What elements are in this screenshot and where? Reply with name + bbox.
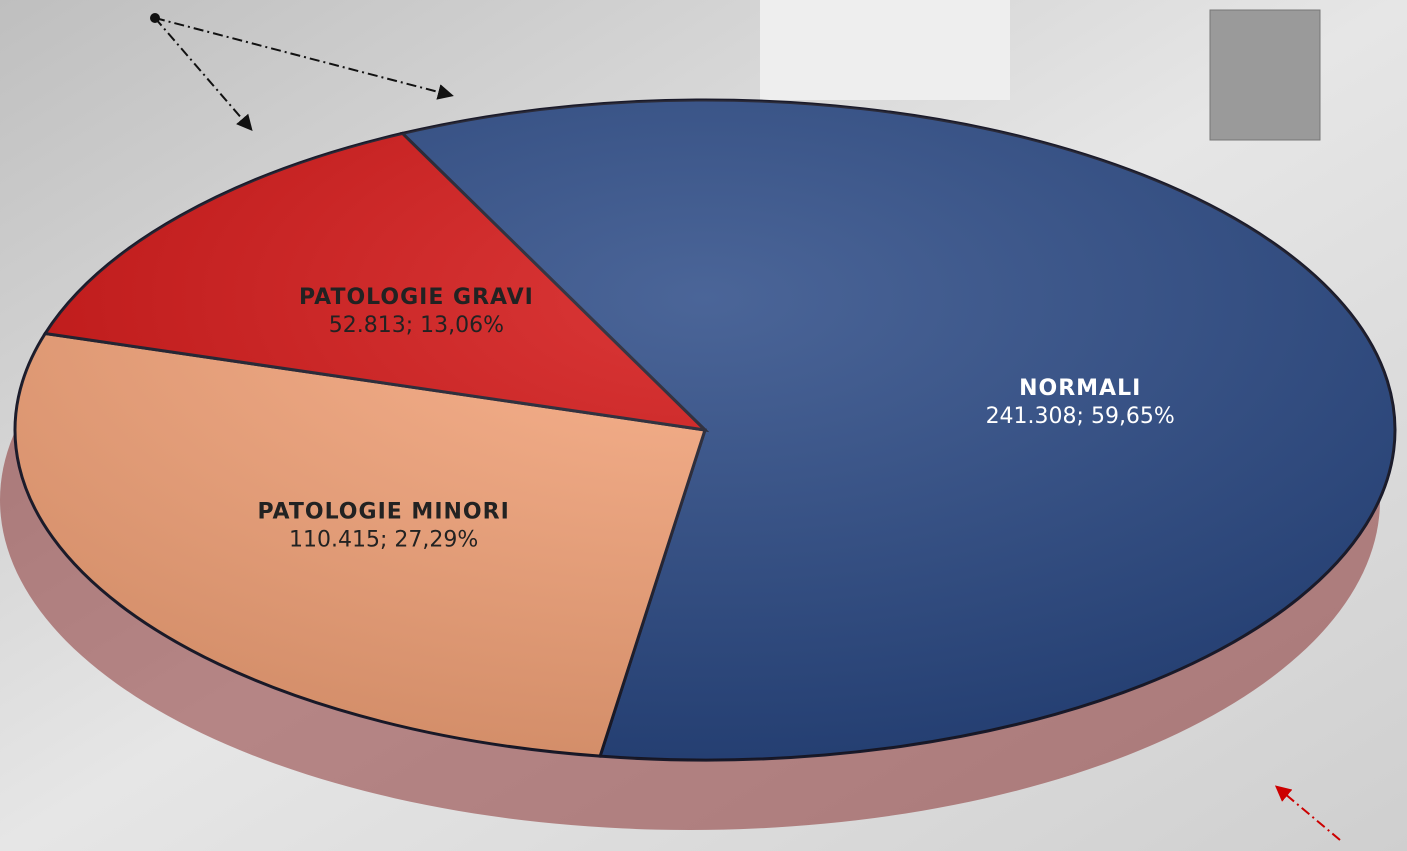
- decor-arrow: [1274, 785, 1341, 841]
- decor-arrow: [154, 17, 454, 100]
- slice-name: PATOLOGIE GRAVI: [299, 285, 534, 310]
- slice-name: PATOLOGIE MINORI: [257, 500, 509, 525]
- labels: NORMALI 241.308; 59,65% PATOLOGIE MINORI 11…: [257, 285, 1174, 552]
- pie: [13, 98, 1397, 762]
- slice-value-label: 52.813; 13,06%: [329, 313, 504, 338]
- background-screen: [760, 0, 1010, 100]
- slice-value-label: 241.308; 59,65%: [986, 404, 1175, 429]
- slice-value-label: 110.415; 27,29%: [289, 528, 478, 553]
- slice-name: NORMALI: [1019, 376, 1141, 401]
- background-monitor: [1209, 9, 1321, 141]
